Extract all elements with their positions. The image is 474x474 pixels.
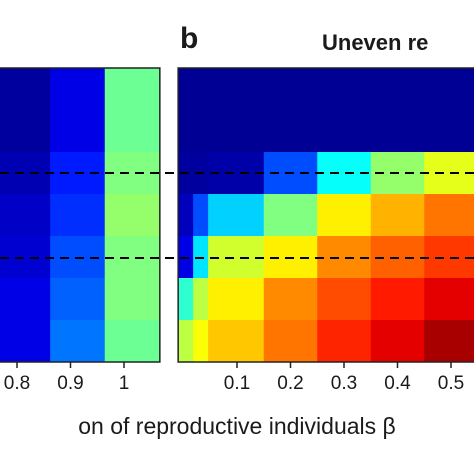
heatmap-cell bbox=[50, 110, 106, 153]
heatmap-cell bbox=[0, 278, 51, 321]
x-tick-label: 0.5 bbox=[438, 373, 464, 394]
heatmap-cell bbox=[424, 320, 474, 363]
heatmap-cell bbox=[104, 278, 161, 321]
panel-title: Uneven re bbox=[322, 30, 428, 55]
x-tick-label: 0.3 bbox=[331, 373, 357, 394]
heatmap-cell bbox=[193, 110, 209, 153]
heatmap-cell bbox=[0, 194, 51, 237]
x-tick-label: 0.2 bbox=[277, 373, 303, 394]
heatmap-cell bbox=[104, 194, 161, 237]
heatmap-cell bbox=[263, 278, 318, 321]
heatmap-cell bbox=[424, 68, 474, 111]
heatmap-cell bbox=[370, 110, 425, 153]
heatmap-cell bbox=[317, 194, 372, 237]
heatmap-cell bbox=[104, 320, 161, 363]
x-axis-label: on of reproductive individuals β bbox=[78, 413, 396, 439]
heatmap-cell bbox=[317, 110, 372, 153]
heatmap-cell bbox=[370, 278, 425, 321]
heatmap-cell bbox=[208, 110, 265, 153]
x-tick-label: 1 bbox=[119, 373, 130, 394]
heatmap-cell bbox=[193, 194, 209, 237]
heatmap-cell bbox=[178, 320, 194, 363]
heatmap-cell bbox=[424, 278, 474, 321]
panel-frame bbox=[0, 67, 161, 363]
heatmap-cell bbox=[317, 320, 372, 363]
heatmap-cell bbox=[370, 194, 425, 237]
heatmap-cell bbox=[50, 68, 106, 111]
heatmap-cells bbox=[0, 68, 474, 363]
heatmap-cell bbox=[104, 68, 161, 111]
heatmap-cell bbox=[424, 110, 474, 153]
heatmap-cell bbox=[317, 278, 372, 321]
heatmap-cell bbox=[208, 194, 265, 237]
heatmap-cell bbox=[0, 68, 51, 111]
heatmap-cell bbox=[178, 68, 194, 111]
heatmap-cell bbox=[104, 110, 161, 153]
heatmap-cell bbox=[263, 194, 318, 237]
heatmap-cell bbox=[193, 320, 209, 363]
heatmap-cell bbox=[263, 110, 318, 153]
heatmap-cell bbox=[50, 194, 106, 237]
x-tick-label: 0.4 bbox=[384, 373, 411, 394]
heatmap-cell bbox=[193, 68, 209, 111]
heatmap-cell bbox=[263, 68, 318, 111]
heatmap-cell bbox=[370, 320, 425, 363]
heatmap-cell bbox=[370, 68, 425, 111]
heatmap-cell bbox=[178, 194, 194, 237]
heatmap-cell bbox=[178, 110, 194, 153]
heatmap-cell bbox=[424, 194, 474, 237]
heatmap-cell bbox=[0, 320, 51, 363]
heatmap-cell bbox=[208, 68, 265, 111]
heatmap-cell bbox=[178, 278, 194, 321]
heatmap-cell bbox=[50, 320, 106, 363]
heatmap-cell bbox=[208, 278, 265, 321]
heatmap-cell bbox=[208, 320, 265, 363]
x-tick-label: 0.9 bbox=[57, 373, 83, 394]
panel-label: b bbox=[180, 22, 198, 55]
panel-frame bbox=[177, 67, 474, 363]
heatmap-cell bbox=[0, 110, 51, 153]
heatmap-cell bbox=[263, 320, 318, 363]
x-tick-label: 0.1 bbox=[224, 373, 250, 394]
x-tick-label: 0.8 bbox=[4, 373, 30, 394]
heatmap-cell bbox=[193, 278, 209, 321]
heatmap-cell bbox=[317, 68, 372, 111]
heatmap-cell bbox=[50, 278, 106, 321]
